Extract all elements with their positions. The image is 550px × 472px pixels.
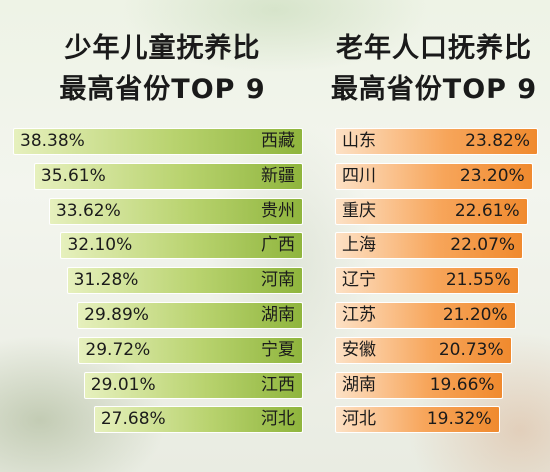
right-bar-value-label: 21.55%	[445, 270, 511, 291]
left-bar-province-label: 湖南	[260, 305, 295, 325]
right-bar-province-label: 湖南	[342, 374, 376, 395]
left-bar: 33.62% 贵州	[48, 197, 303, 225]
right-bar-province-label: 四川	[342, 165, 376, 186]
right-bar-value-label: 23.82%	[465, 131, 530, 151]
left-bar: 29.89% 湖南	[77, 302, 303, 329]
right-bar-value-label: 20.73%	[438, 339, 504, 360]
left-bar: 35.61% 新疆	[33, 162, 303, 190]
left-bar-province-label: 西藏	[261, 131, 295, 151]
right-bar-province-label: 重庆	[342, 200, 376, 221]
left-bar: 31.28% 河南	[66, 267, 303, 295]
left-bar-province-label: 贵州	[260, 200, 295, 221]
left-title-line1: 少年儿童抚养比	[64, 33, 261, 64]
left-bar: 29.72% 宁夏	[78, 336, 303, 364]
left-bar: 38.38% 西藏	[13, 128, 303, 155]
left-bar-value-label: 29.89%	[84, 305, 149, 325]
left-bar-province-label: 新疆	[260, 165, 295, 186]
right-bar-value-label: 21.20%	[442, 305, 508, 325]
right-bar: 江苏 21.20%	[335, 302, 516, 329]
right-bar: 安徽 20.73%	[335, 336, 512, 364]
right-bar: 山东 23.82%	[335, 128, 538, 155]
left-chart-title: 少年儿童抚养比 最高省份TOP 9	[40, 28, 285, 110]
left-bar-value-label: 31.28%	[73, 270, 139, 291]
right-bar: 湖南 19.66%	[335, 371, 503, 399]
left-bar: 32.10% 广西	[60, 232, 303, 260]
right-chart-title: 老年人口抚养比 最高省份TOP 9	[318, 28, 550, 110]
right-bar-value-label: 22.07%	[450, 235, 516, 256]
right-title-line2: 最高省份TOP 9	[330, 74, 538, 105]
left-bar-value-label: 33.62%	[55, 200, 121, 221]
right-bar-province-label: 上海	[342, 235, 376, 256]
right-bar: 重庆 22.61%	[335, 197, 528, 225]
right-bar-value-label: 23.20%	[459, 165, 525, 186]
left-bar-province-label: 河南	[260, 270, 295, 291]
left-bar-value-label: 32.10%	[67, 235, 133, 256]
right-bar-province-label: 山东	[342, 131, 376, 151]
left-bar-province-label: 江西	[260, 374, 295, 395]
right-bar: 辽宁 21.55%	[335, 267, 519, 295]
right-bar-province-label: 河北	[342, 409, 376, 430]
right-bar-value-label: 19.66%	[429, 374, 495, 395]
right-bar-province-label: 辽宁	[342, 270, 376, 291]
right-bar: 四川 23.20%	[335, 162, 533, 190]
right-title-line1: 老年人口抚养比	[336, 33, 532, 64]
right-bar-value-label: 22.61%	[454, 200, 520, 221]
right-bar-value-label: 19.32%	[426, 409, 492, 430]
left-bar-value-label: 38.38%	[20, 131, 85, 151]
right-bar-province-label: 安徽	[342, 339, 376, 360]
left-bar-province-label: 宁夏	[260, 339, 295, 360]
right-bar: 上海 22.07%	[335, 232, 524, 260]
left-bar-province-label: 河北	[260, 409, 295, 430]
left-bar-province-label: 广西	[260, 235, 295, 256]
left-bar: 27.68% 河北	[93, 406, 303, 434]
left-bar: 29.01% 江西	[83, 371, 303, 399]
left-title-line2: 最高省份TOP 9	[59, 74, 266, 105]
right-bar: 河北 19.32%	[335, 406, 500, 434]
left-bar-value-label: 35.61%	[40, 165, 106, 186]
left-bar-value-label: 29.01%	[90, 374, 156, 395]
left-bar-value-label: 27.68%	[100, 409, 166, 430]
left-bar-value-label: 29.72%	[85, 339, 151, 360]
right-bar-province-label: 江苏	[342, 305, 376, 325]
